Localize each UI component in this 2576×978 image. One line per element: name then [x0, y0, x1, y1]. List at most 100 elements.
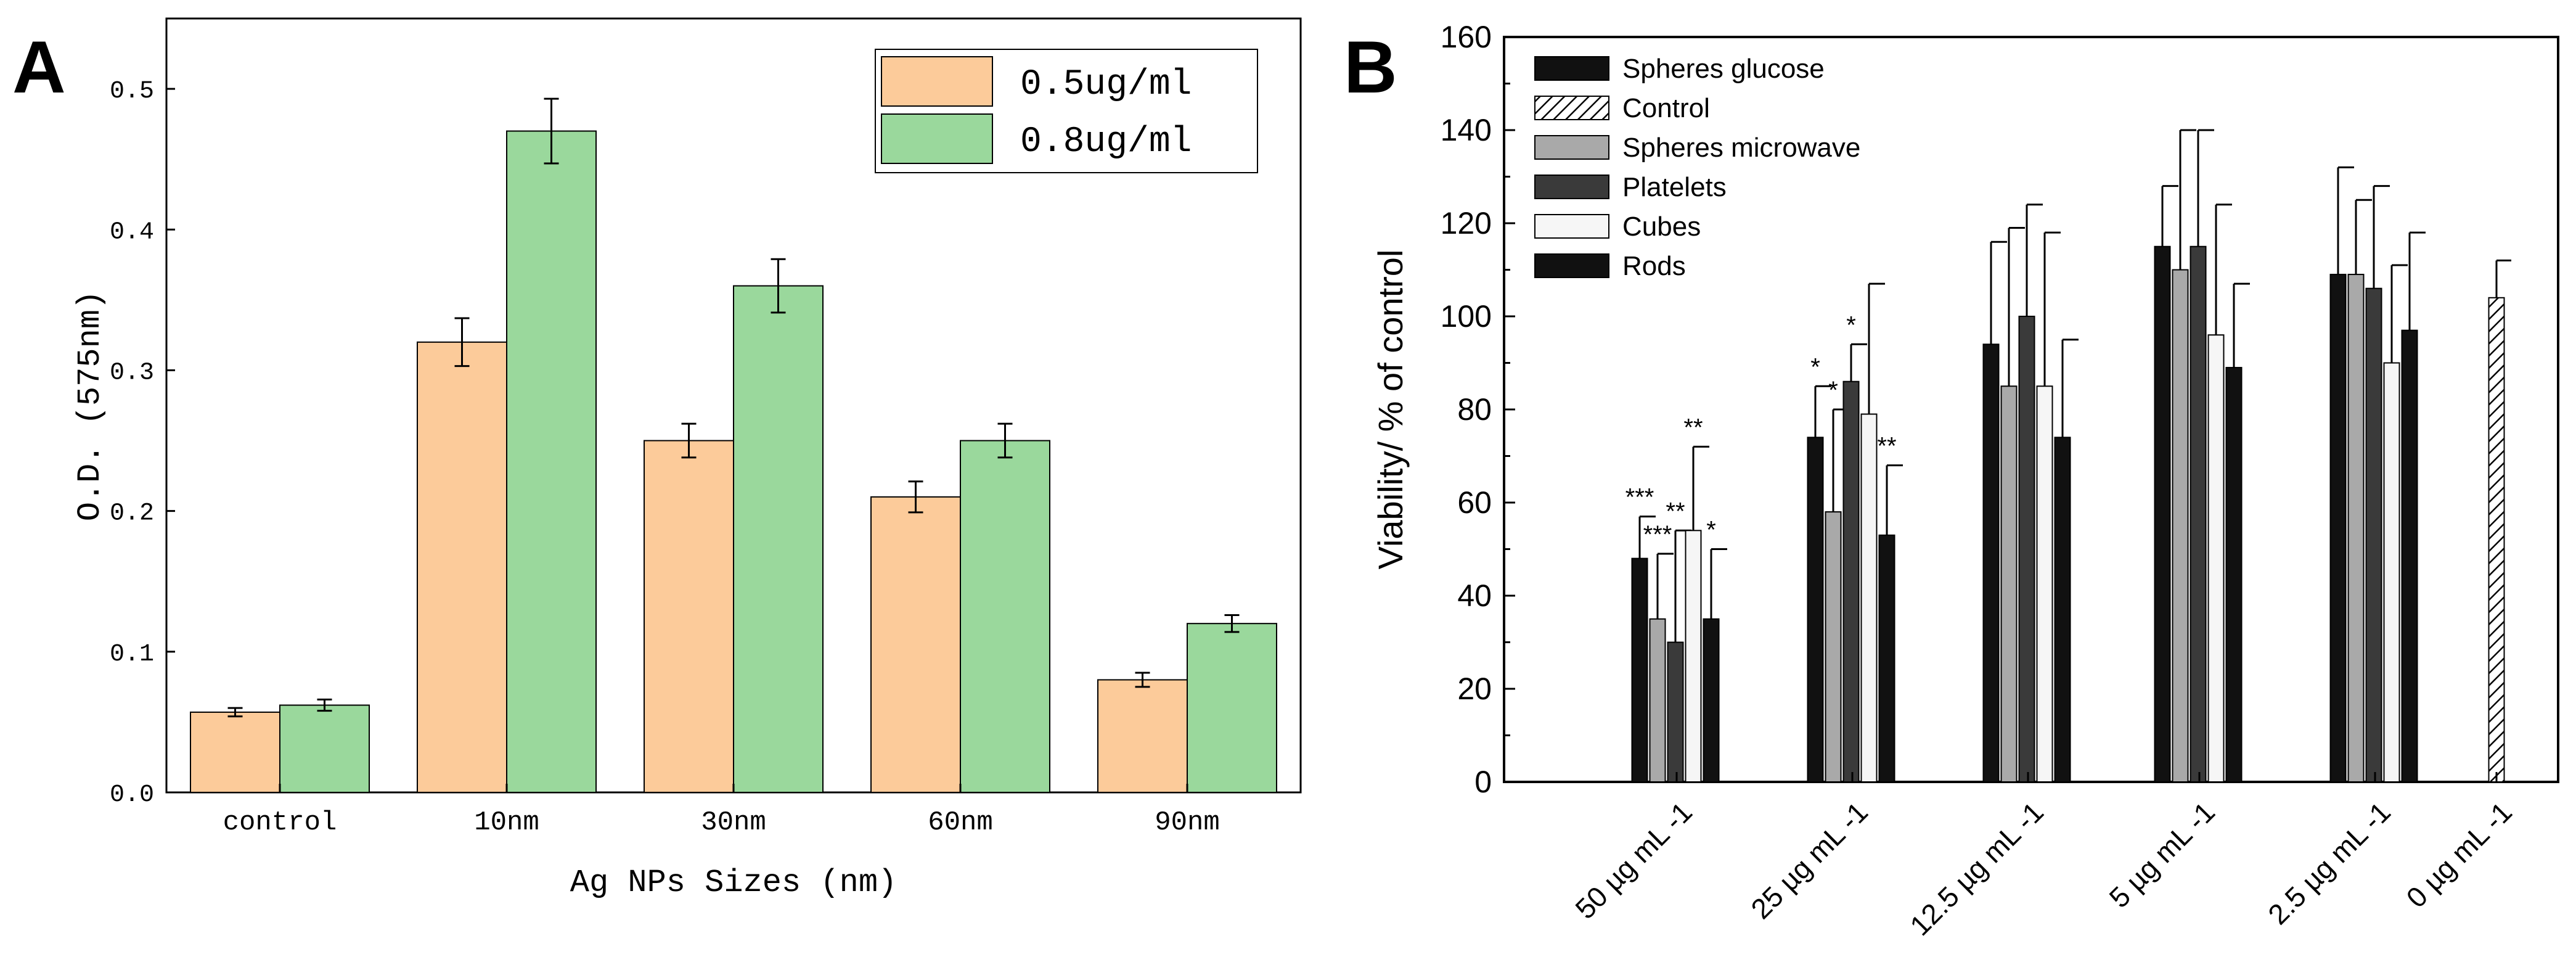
y-tick-label-a: 0.0	[110, 781, 154, 809]
x-category-label-b: 50 µg mL -1	[1569, 795, 1698, 925]
bar-b	[1667, 641, 1684, 783]
y-tick-label-a: 0.3	[110, 359, 154, 387]
bar-b	[2000, 385, 2018, 783]
x-axis-b: 50 µg mL -1 25 µg mL -1 12.5 µg mL -1 5 µg …	[1569, 772, 2518, 942]
x-category-label-b: 25 µg mL -1	[1744, 795, 1874, 925]
x-category-label-a: control	[223, 807, 337, 838]
legend-a-label-1: 0.5ug/ml	[1020, 65, 1192, 105]
legend-b-label: Spheres microwave	[1622, 133, 1860, 163]
bar-b	[1825, 511, 1842, 783]
y-tick-label-b: 80	[1457, 392, 1492, 427]
legend-b-swatch	[1534, 253, 1609, 278]
legend-a-label-2: 0.8ug/ml	[1020, 122, 1192, 162]
bar-a	[644, 440, 734, 793]
y-axis-label-a: O.D. (575nm)	[72, 290, 108, 521]
bar-b	[2488, 297, 2505, 783]
bar-b	[1982, 343, 2000, 783]
y-axis-b: 0 20 40 60 80 100 120 140 160	[1441, 20, 1515, 799]
significance-stars-b: ***	[1643, 521, 1672, 548]
y-axis-a: 0.0 0.1 0.2 0.3 0.4 0.5	[110, 78, 175, 809]
panel-a-label: A	[12, 26, 66, 109]
bar-a	[506, 130, 597, 794]
y-tick-label-a: 0.4	[110, 218, 154, 246]
significance-stars-b: *	[1706, 517, 1716, 544]
legend-b-swatch	[1534, 175, 1609, 199]
panel-a: A 0.0 0.1 0.2 0.3 0.4 0.5 control 10nm 30nm 60nm…	[12, 17, 1302, 901]
bar-b	[2207, 334, 2225, 783]
y-tick-label-a: 0.2	[110, 500, 154, 528]
bar-b	[1631, 557, 1648, 783]
x-category-label-b: 5 µg mL -1	[2103, 795, 2221, 914]
bar-b	[2383, 362, 2400, 783]
y-tick-label-b: 140	[1441, 113, 1492, 147]
significance-stars-b: *	[1846, 311, 1856, 339]
bar-a	[279, 704, 370, 793]
legend-b-label: Platelets	[1622, 172, 1727, 202]
significance-stars-b: **	[1666, 498, 1685, 525]
bar-b	[2225, 367, 2243, 783]
x-category-label-b: 2.5 µg mL -1	[2262, 795, 2397, 931]
y-tick-label-a: 0.5	[110, 78, 154, 105]
bar-b	[2154, 245, 2171, 783]
bar-b	[2018, 316, 2035, 783]
legend-b-swatch	[1534, 135, 1609, 160]
bar-b	[2365, 287, 2382, 783]
legend-b-swatch	[1534, 214, 1609, 239]
x-category-label-a: 30nm	[701, 807, 766, 838]
bar-b	[1860, 413, 1878, 783]
bar-a	[417, 341, 507, 793]
bars-a	[190, 97, 1277, 794]
y-tick-label-b: 100	[1441, 299, 1492, 334]
bar-b	[2347, 274, 2365, 783]
legend-b-swatch	[1534, 56, 1609, 81]
legend-a-swatch-2	[881, 113, 993, 164]
significance-stars-b: **	[1877, 433, 1896, 460]
bar-b	[1649, 618, 1666, 783]
bar-a	[190, 711, 280, 794]
x-axis-label-a: Ag NPs Sizes (nm)	[570, 865, 898, 901]
legend-b: Spheres glucose Control Spheres microwave P…	[1534, 54, 1860, 281]
bar-b	[2036, 385, 2053, 783]
y-axis-label-b: Viability/ % of control	[1371, 250, 1410, 570]
y-tick-label-b: 60	[1457, 485, 1492, 520]
y-tick-label-b: 20	[1457, 672, 1492, 706]
y-tick-label-b: 120	[1441, 206, 1492, 240]
bar-b	[2190, 245, 2207, 783]
bar-b	[1703, 618, 1720, 783]
bar-b	[1842, 380, 1860, 783]
bar-a	[870, 496, 961, 793]
bar-a	[733, 285, 824, 793]
bars-b: ****************	[1625, 129, 2511, 783]
bar-a	[1187, 623, 1277, 793]
x-category-label-a: 60nm	[928, 807, 993, 838]
bar-b	[1685, 530, 1702, 783]
legend-b-label: Rods	[1622, 251, 1686, 281]
bar-b	[1878, 534, 1895, 783]
legend-b-label: Control	[1622, 93, 1710, 123]
bar-b	[2401, 329, 2418, 783]
y-tick-label-b: 40	[1457, 578, 1492, 613]
bar-b	[2172, 269, 2189, 783]
bar-b	[2054, 437, 2071, 783]
legend-a: 0.5ug/ml 0.8ug/ml	[875, 49, 1258, 173]
legend-b-label: Spheres glucose	[1622, 54, 1825, 84]
bar-a	[960, 440, 1050, 793]
significance-stars-b: ***	[1625, 484, 1654, 511]
significance-stars-b: *	[1828, 377, 1838, 404]
legend-b-swatch	[1534, 96, 1609, 120]
y-tick-label-b: 160	[1441, 20, 1492, 54]
y-tick-label-b: 0	[1474, 765, 1492, 799]
y-tick-label-a: 0.1	[110, 641, 154, 668]
panel-b-label: B	[1344, 26, 1397, 109]
x-axis-a: control 10nm 30nm 60nm 90nm	[223, 784, 1220, 838]
significance-stars-b: **	[1683, 414, 1703, 441]
bar-a	[1097, 679, 1188, 794]
x-category-label-b: 0 µg mL -1	[2400, 795, 2518, 914]
bar-b	[1807, 437, 1824, 783]
x-category-label-a: 10nm	[474, 807, 539, 838]
legend-a-swatch-1	[881, 56, 993, 107]
significance-stars-b: *	[1810, 353, 1820, 380]
x-category-label-a: 90nm	[1155, 807, 1220, 838]
